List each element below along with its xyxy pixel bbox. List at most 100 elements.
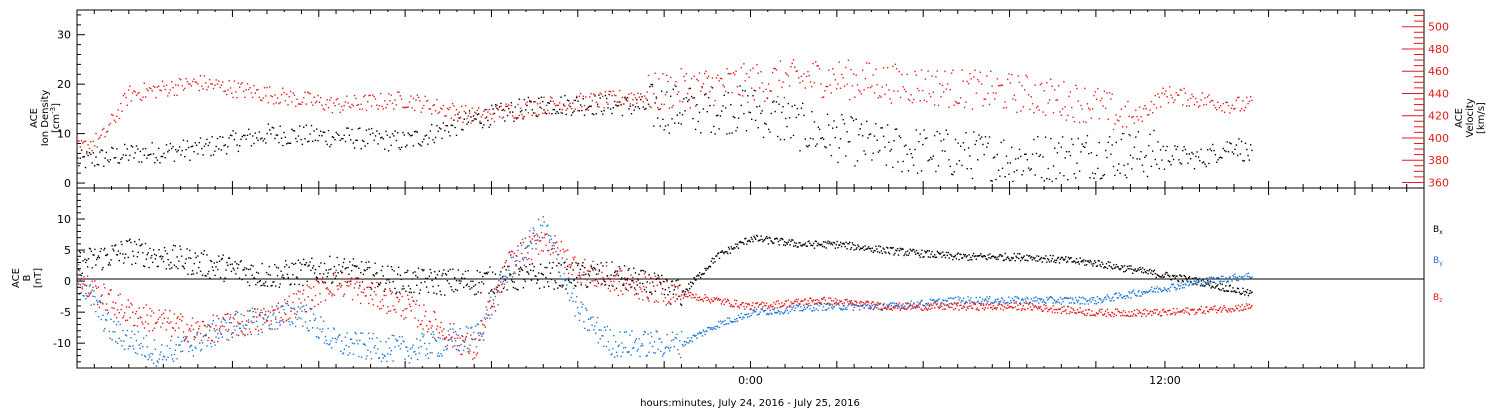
bx-point: [1025, 259, 1027, 261]
by-point: [759, 311, 761, 313]
by-point: [919, 301, 921, 303]
density-point: [670, 95, 672, 97]
velocity-point: [751, 87, 753, 89]
velocity-point: [1082, 120, 1085, 123]
bz-point: [219, 326, 222, 328]
by-point: [389, 353, 392, 356]
bx-point: [121, 243, 123, 246]
by-point: [140, 342, 142, 345]
velocity-point: [91, 149, 93, 152]
bx-point: [1232, 287, 1234, 289]
by-point: [900, 304, 902, 306]
bx-point: [585, 273, 587, 275]
bx-point: [520, 268, 523, 270]
bz-point: [469, 350, 471, 352]
by-point: [630, 354, 632, 356]
bx-point: [1218, 289, 1221, 291]
bx-point: [1111, 267, 1113, 269]
velocity-point: [1154, 94, 1156, 97]
by-point: [865, 305, 867, 307]
bz-point: [400, 315, 402, 317]
velocity-point: [309, 93, 311, 95]
density-point: [751, 118, 753, 120]
bx-point: [1141, 271, 1143, 273]
bx-point: [1212, 286, 1214, 288]
by-point: [205, 333, 207, 336]
bx-point: [79, 252, 82, 254]
by-point: [491, 290, 494, 293]
density-point: [288, 142, 290, 144]
by-point: [826, 308, 828, 310]
velocity-point: [1078, 121, 1081, 124]
bx-point: [157, 265, 159, 267]
bz-point: [583, 271, 585, 273]
by-point: [1117, 297, 1119, 299]
velocity-point: [400, 98, 403, 100]
by-point: [112, 331, 114, 333]
by-point: [1089, 298, 1091, 300]
bx-point: [1016, 256, 1018, 259]
density-point: [1039, 154, 1042, 156]
bx-point: [1008, 257, 1010, 260]
bx-point: [624, 279, 627, 281]
density-point: [385, 130, 387, 133]
bx-point: [984, 255, 986, 258]
by-point: [508, 269, 510, 271]
bz-point: [486, 317, 488, 319]
velocity-point: [304, 91, 306, 93]
velocity-point: [1067, 114, 1069, 116]
bx-point: [488, 292, 490, 294]
velocity-point: [513, 117, 515, 119]
bz-point: [232, 332, 234, 334]
velocity-point: [788, 85, 791, 87]
bx-point: [93, 254, 95, 256]
by-point: [202, 336, 205, 338]
by-point: [1241, 276, 1243, 278]
by-point: [961, 299, 963, 302]
density-point: [1118, 163, 1120, 165]
velocity-point: [603, 107, 605, 109]
density-point: [344, 140, 347, 143]
bx-point: [747, 240, 750, 242]
bx-point: [1229, 284, 1231, 286]
bz-point: [547, 249, 549, 252]
by-point: [451, 340, 453, 342]
density-point: [1026, 159, 1028, 161]
bz-point: [463, 345, 466, 348]
density-point: [338, 134, 340, 136]
by-point: [981, 298, 984, 300]
by-point: [163, 356, 166, 358]
density-point: [352, 142, 354, 144]
by-point: [88, 285, 91, 287]
velocity-point: [263, 87, 266, 89]
velocity-point: [950, 72, 953, 74]
bx-point: [269, 274, 271, 276]
velocity-point: [446, 107, 449, 110]
density-point: [625, 99, 627, 101]
velocity-point: [1186, 105, 1188, 107]
velocity-point: [487, 111, 489, 113]
bx-point: [498, 284, 500, 287]
by-point: [643, 330, 646, 333]
bx-point: [435, 276, 437, 279]
density-point: [687, 100, 689, 103]
density-point: [736, 126, 739, 129]
density-point: [835, 126, 838, 128]
velocity-point: [1091, 108, 1094, 110]
density-point: [214, 150, 216, 152]
by-point: [869, 308, 872, 310]
velocity-point: [698, 72, 701, 74]
by-point: [525, 247, 527, 249]
bx-point: [124, 257, 126, 259]
density-point: [424, 135, 426, 137]
by-point: [402, 340, 404, 342]
by-point: [476, 323, 478, 325]
by-point: [319, 328, 321, 330]
velocity-point: [333, 102, 335, 104]
bx-point: [989, 253, 991, 255]
bx-point: [693, 277, 695, 279]
bz-point: [82, 283, 84, 285]
by-point: [823, 302, 826, 305]
velocity-point: [406, 106, 408, 109]
by-point: [724, 319, 726, 322]
